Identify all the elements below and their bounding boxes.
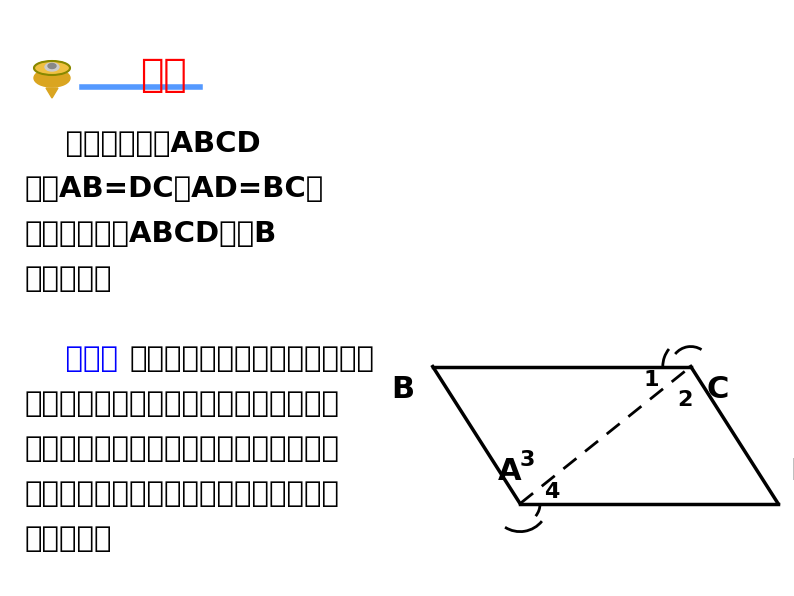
Text: 探究: 探究 [140,56,187,94]
Polygon shape [46,88,58,98]
Text: D: D [790,457,794,486]
Text: 证得平行。: 证得平行。 [25,525,113,553]
Ellipse shape [48,64,56,69]
Ellipse shape [45,63,59,71]
Text: 分析：: 分析： [25,345,118,373]
Text: B: B [391,374,414,403]
Text: 3: 3 [519,450,535,470]
Text: A: A [499,457,522,486]
Text: 已知：四边形ABCD: 已知：四边形ABCD [25,130,260,158]
Text: 过三角形全等可得到相等的内错角，即可: 过三角形全等可得到相等的内错角，即可 [25,480,340,508]
Text: 1: 1 [643,371,659,390]
Ellipse shape [34,61,70,75]
Text: 需要根据平行四边形的定义判断，即要证: 需要根据平行四边形的定义判断，即要证 [25,390,340,418]
Text: 求证：四边形ABCD是平B: 求证：四边形ABCD是平B [25,220,277,248]
Text: 要证明一四边形是平行四边形，: 要证明一四边形是平行四边形， [130,345,375,373]
Text: 中，AB=DC，AD=BC，: 中，AB=DC，AD=BC， [25,175,324,203]
Text: 行四边形。: 行四边形。 [25,265,113,293]
Text: 该四边形两组对边分别平行。由题意知通: 该四边形两组对边分别平行。由题意知通 [25,435,340,463]
Text: C: C [707,374,729,403]
Text: 2: 2 [677,390,693,410]
Ellipse shape [34,69,70,87]
Text: 4: 4 [545,482,560,502]
